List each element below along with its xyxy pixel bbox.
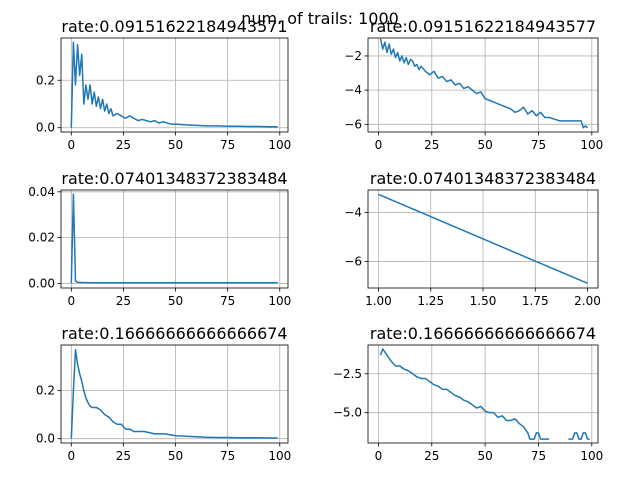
- x-tick-label: 0: [375, 449, 383, 463]
- y-tick-label: −5.0: [333, 406, 362, 420]
- series-line-1: [70, 41, 278, 128]
- series-line-2: [568, 432, 590, 440]
- x-tick-label: 0: [67, 138, 75, 152]
- x-tick-label: 100: [268, 449, 291, 463]
- y-tick-label: −4: [344, 83, 362, 97]
- x-tick-label: 0: [67, 294, 75, 308]
- y-tick-label: 0.0: [36, 121, 55, 135]
- subplot-2: rate:0.09151622184943577 0 25 50 75 100 −6 −4 −2: [344, 17, 603, 152]
- y-tick-label: 0.04: [28, 185, 55, 199]
- subplot-title: rate:0.07401348372383484: [370, 169, 596, 188]
- x-tick-label: 75: [531, 449, 546, 463]
- y-tick-label: 0.2: [36, 73, 55, 87]
- series-line-1: [379, 348, 550, 440]
- x-tick-label: 1.75: [522, 294, 549, 308]
- subplot-title: rate:0.07401348372383484: [61, 169, 287, 188]
- y-tick-label: −4: [344, 206, 362, 220]
- axes-frame: [367, 344, 599, 444]
- axes-frame: [367, 37, 599, 133]
- x-tick-label: 75: [220, 449, 235, 463]
- x-tick-label: 100: [580, 138, 603, 152]
- x-tick-label: 100: [268, 294, 291, 308]
- x-tick-label: 2.00: [574, 294, 601, 308]
- x-tick-label: 100: [580, 449, 603, 463]
- x-tick-label: 25: [424, 449, 439, 463]
- axes-frame: [60, 189, 289, 289]
- axes-frame: [60, 344, 289, 444]
- x-tick-label: 1.00: [365, 294, 392, 308]
- x-tick-label: 50: [477, 138, 492, 152]
- x-tick-label: 50: [168, 449, 183, 463]
- x-tick-label: 100: [268, 138, 291, 152]
- x-tick-label: 25: [116, 449, 131, 463]
- y-tick-label: 0.2: [36, 384, 55, 398]
- subplot-title: rate:0.16666666666666674: [370, 324, 596, 343]
- x-tick-label: 25: [424, 138, 439, 152]
- y-tick-label: 0.0: [36, 432, 55, 446]
- y-tick-label: 0.00: [28, 276, 55, 290]
- figure-suptitle: num. of trails: 1000: [241, 9, 399, 28]
- x-tick-label: 25: [116, 294, 131, 308]
- subplot-4: rate:0.07401348372383484 1.00 1.25 1.50 1.75…: [344, 169, 601, 308]
- x-tick-label: 1.25: [417, 294, 444, 308]
- subplot-title: rate:0.09151622184943571: [61, 17, 287, 36]
- x-tick-label: 75: [220, 294, 235, 308]
- x-tick-label: 50: [168, 138, 183, 152]
- subplot-1: rate:0.09151622184943571 0 25 50 75 100 0.0 0.2: [36, 17, 291, 152]
- subplot-5: rate:0.16666666666666674 0 25 50 75 100 0.0 0.2: [36, 324, 291, 463]
- axes-frame: [60, 37, 289, 133]
- series-line-1: [379, 38, 589, 129]
- x-tick-label: 25: [116, 138, 131, 152]
- y-tick-label: −6: [344, 117, 362, 131]
- y-tick-label: −6: [344, 255, 362, 269]
- x-tick-label: 0: [375, 138, 383, 152]
- x-tick-label: 1.50: [470, 294, 497, 308]
- y-tick-label: −2: [344, 49, 362, 63]
- subplot-6: rate:0.16666666666666674 0 25 50 75 100 −5.0 −2…: [333, 324, 603, 463]
- subplot-3: rate:0.07401348372383484 0 25 50 75 100 0.00 0.…: [28, 169, 291, 308]
- x-tick-label: 75: [531, 138, 546, 152]
- subplot-title: rate:0.09151622184943577: [370, 17, 596, 36]
- x-tick-label: 50: [168, 294, 183, 308]
- axes-frame: [367, 189, 599, 289]
- y-tick-label: −2.5: [333, 367, 362, 381]
- subplot-title: rate:0.16666666666666674: [61, 324, 287, 343]
- y-tick-label: 0.02: [28, 231, 55, 245]
- series-line-1: [70, 349, 278, 439]
- x-tick-label: 0: [67, 449, 75, 463]
- x-tick-label: 75: [220, 138, 235, 152]
- series-line-1: [378, 193, 588, 285]
- x-tick-label: 50: [477, 449, 492, 463]
- series-line-1: [70, 193, 278, 284]
